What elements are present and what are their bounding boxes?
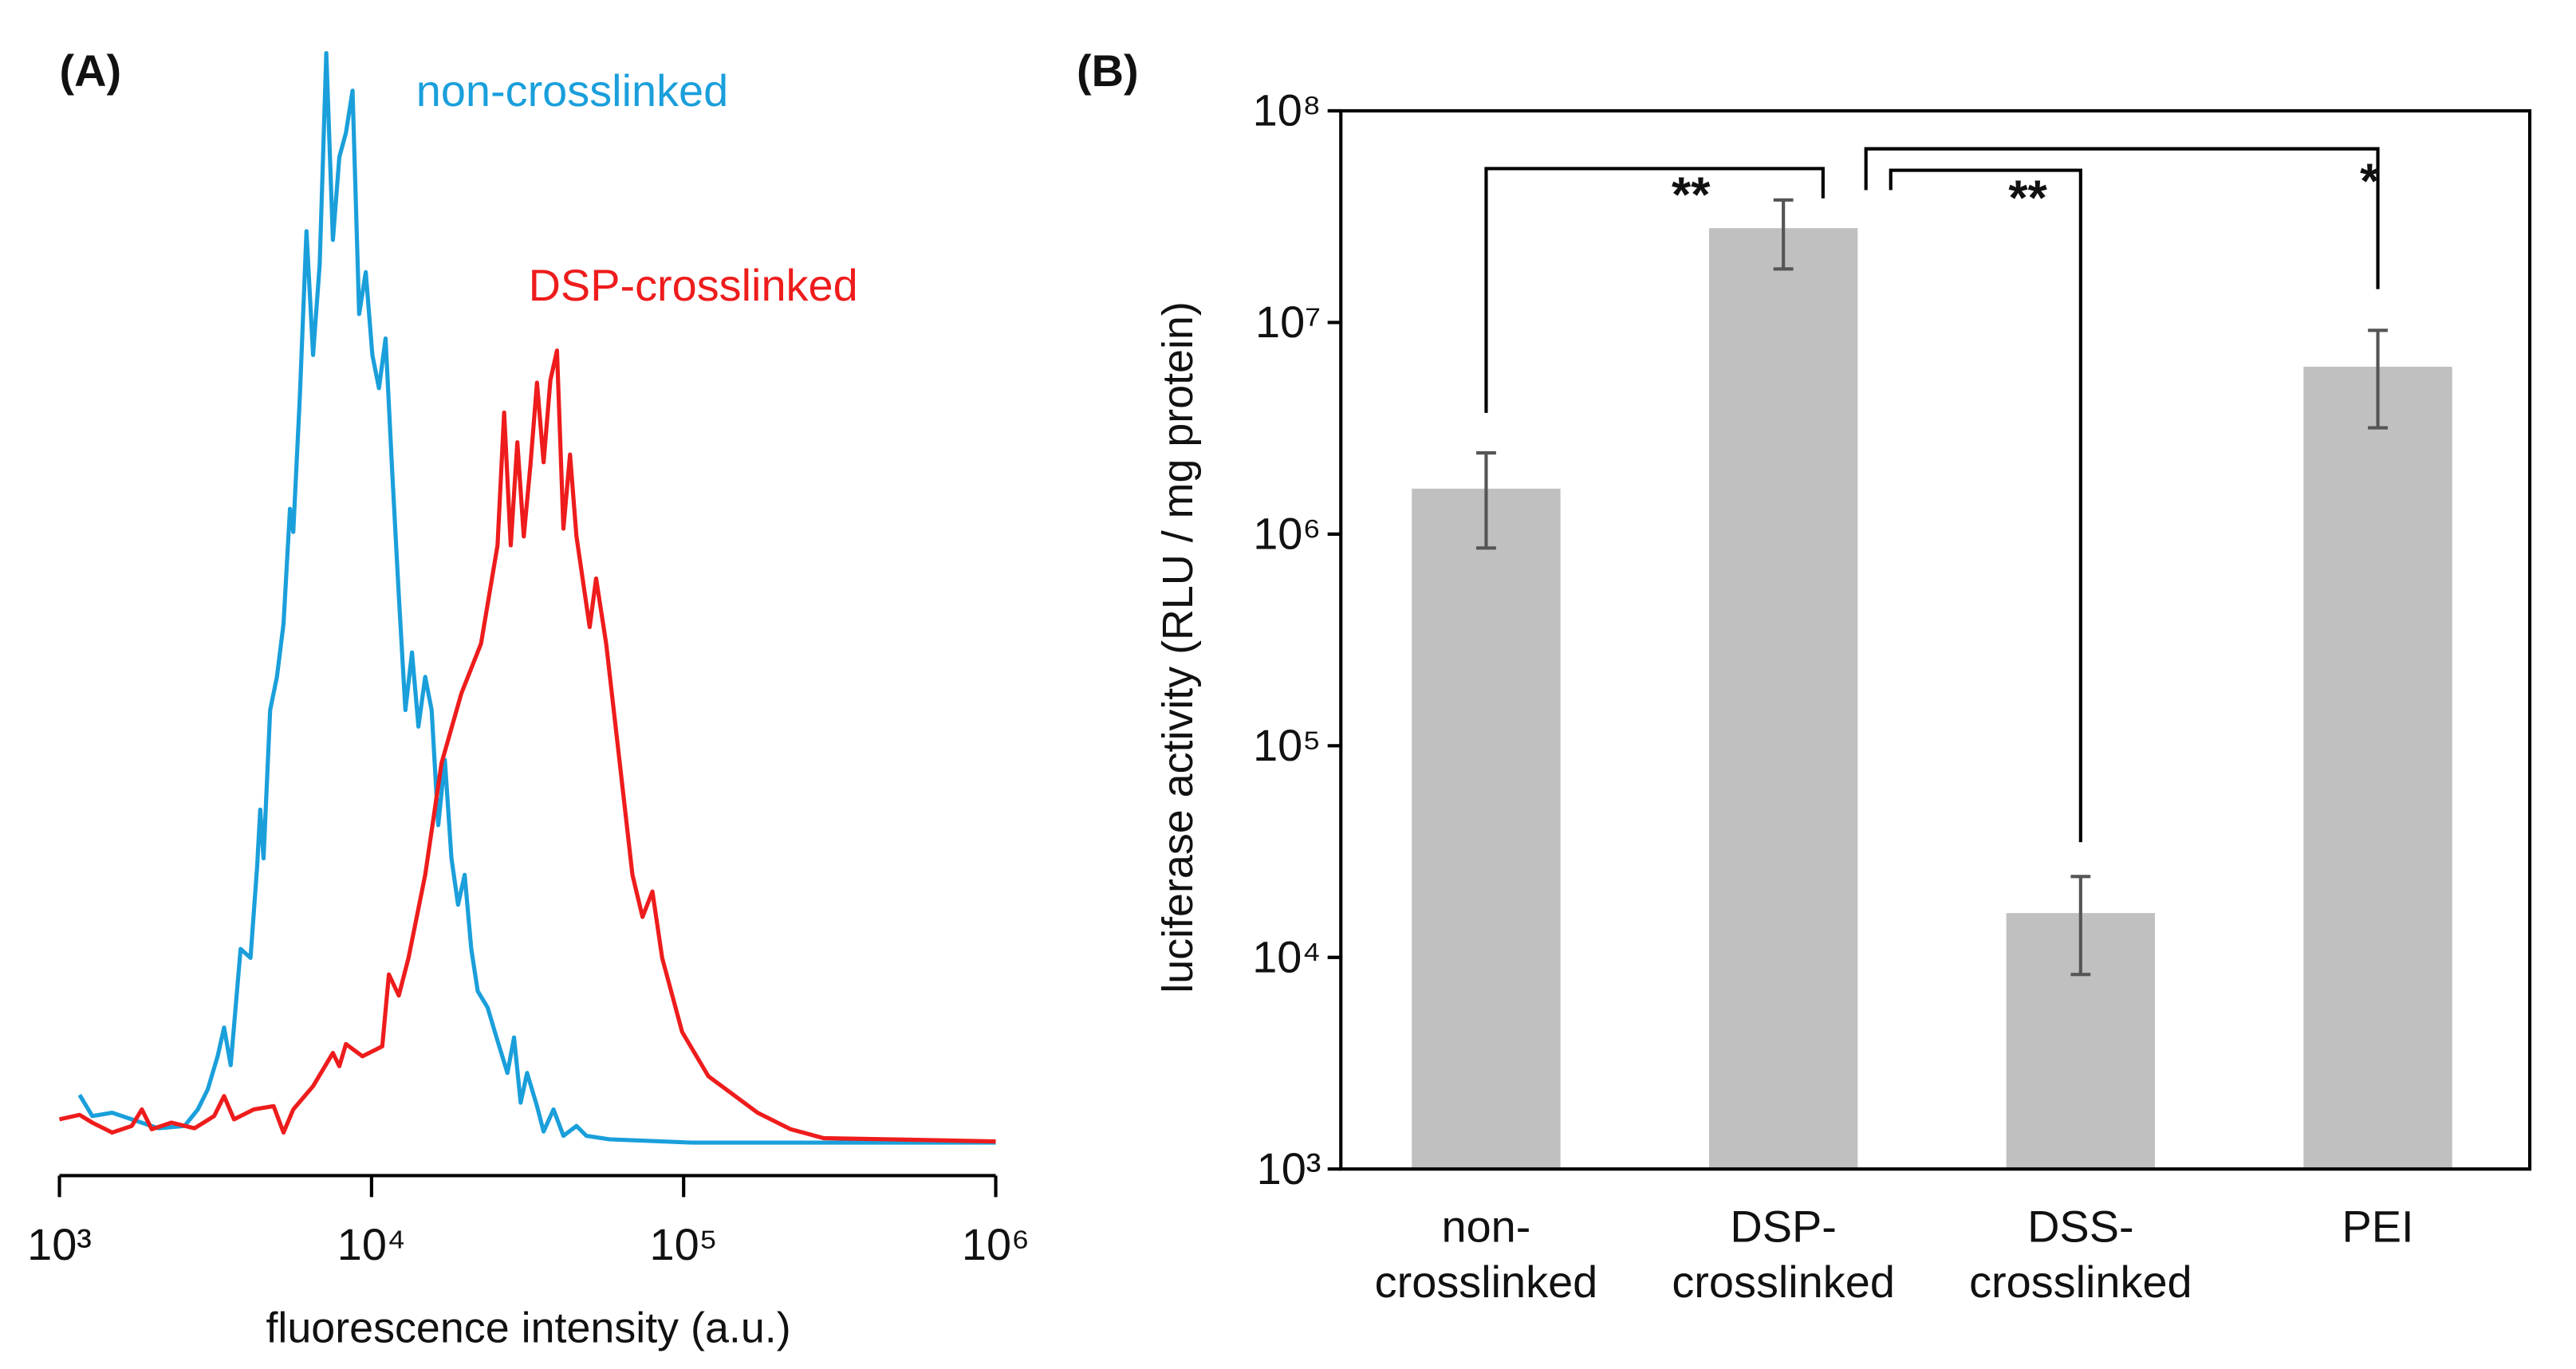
x-axis-label: fluorescence intensity (a.u.) bbox=[266, 1304, 790, 1352]
series-label: DSP-crosslinked bbox=[529, 260, 858, 310]
error-bar bbox=[1773, 198, 1794, 271]
y-tick-label: 10⁸ bbox=[1253, 85, 1321, 136]
series-line bbox=[77, 50, 996, 1145]
panel-label: (B) bbox=[1077, 45, 1139, 96]
bar bbox=[1708, 228, 1858, 1170]
error-bar bbox=[2070, 875, 2091, 977]
y-tick-label: 10⁷ bbox=[1255, 297, 1321, 347]
bar bbox=[1412, 488, 1561, 1170]
panel-label: (A) bbox=[60, 45, 122, 96]
x-tick-label: DSP-crosslinked bbox=[1672, 1201, 1895, 1307]
y-tick-label: 10⁶ bbox=[1253, 509, 1321, 559]
y-tick-label: 10³ bbox=[1257, 1143, 1321, 1194]
x-tick-label: 10⁵ bbox=[650, 1219, 718, 1269]
significance-label: ** bbox=[1672, 167, 1711, 222]
significance-label: * bbox=[2360, 155, 2380, 210]
x-tick-label: non-crosslinked bbox=[1375, 1201, 1598, 1307]
x-tick-label: 10⁴ bbox=[337, 1219, 406, 1269]
x-tick-label: 10⁶ bbox=[962, 1219, 1030, 1269]
significance-bracket bbox=[1889, 168, 2082, 843]
series-line bbox=[58, 348, 996, 1144]
error-bar bbox=[1476, 450, 1496, 550]
y-tick-label: 10⁵ bbox=[1253, 720, 1321, 770]
significance-bracket bbox=[1484, 167, 1825, 413]
significance-bracket bbox=[1864, 147, 2380, 289]
bar bbox=[2303, 366, 2452, 1170]
x-tick-label: 10³ bbox=[27, 1219, 92, 1269]
x-tick-label: PEI bbox=[2342, 1201, 2413, 1251]
x-tick-label: DSS-crosslinked bbox=[1969, 1201, 2192, 1307]
series-label: non-crosslinked bbox=[416, 65, 728, 116]
y-tick-label: 10⁴ bbox=[1252, 931, 1321, 982]
y-axis-label: luciferase activity (RLU / mg protein) bbox=[1154, 301, 1202, 993]
error-bar bbox=[2368, 328, 2388, 430]
plot-frame bbox=[1339, 108, 2532, 1171]
significance-label: ** bbox=[2008, 171, 2047, 226]
